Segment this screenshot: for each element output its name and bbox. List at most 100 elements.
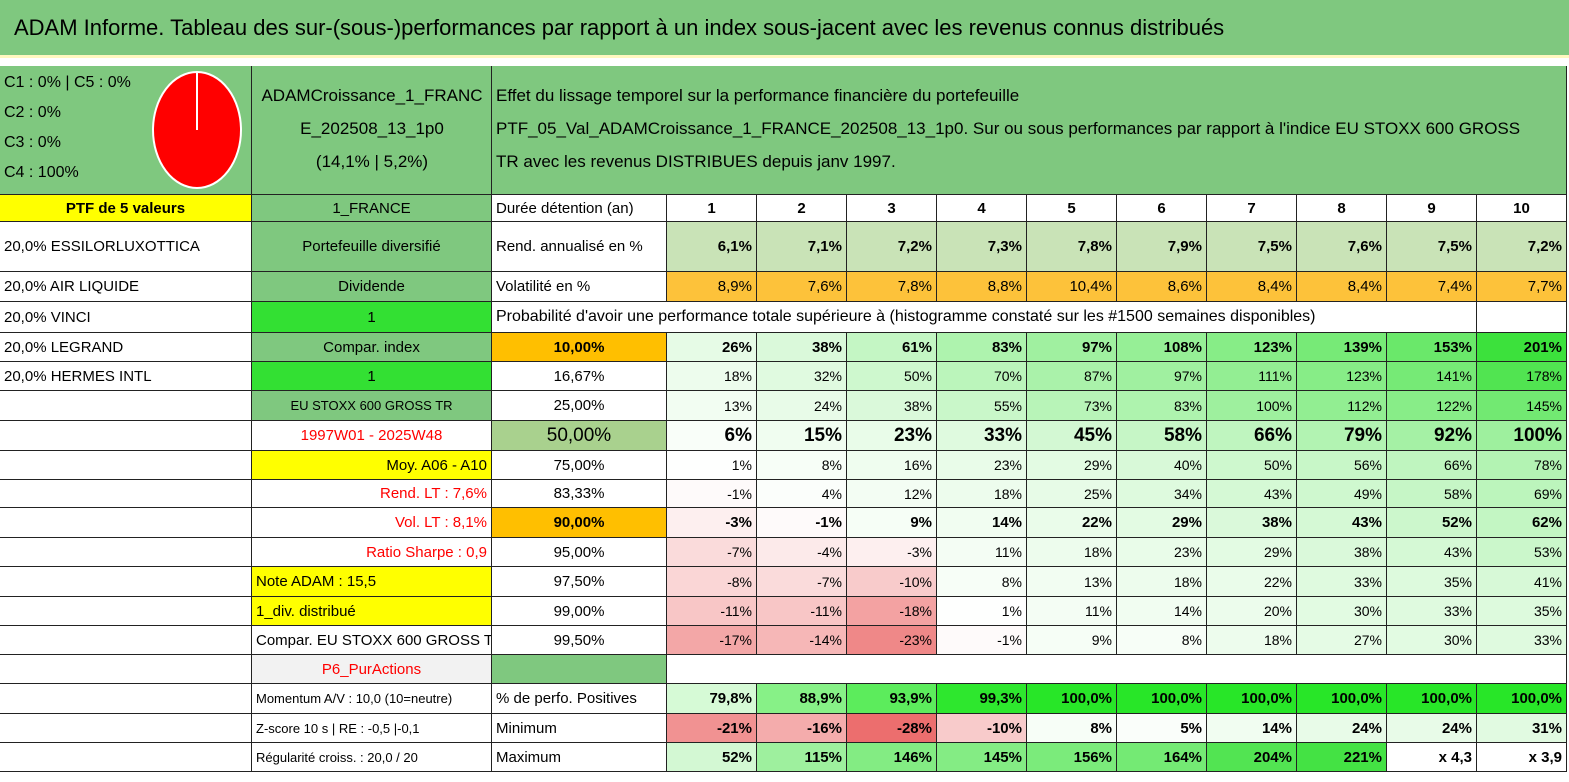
row-info: 1_FRANCE (252, 195, 492, 222)
column-header: 10 (1477, 195, 1567, 222)
value-cell: 29% (1207, 538, 1297, 567)
value-cell: 83% (937, 333, 1027, 362)
value-cell: 62% (1477, 508, 1567, 538)
value-cell: 33% (1477, 626, 1567, 655)
row-info: Note ADAM : 15,5 (252, 567, 492, 597)
value-cell: 29% (1027, 451, 1117, 480)
value-cell: 70% (937, 362, 1027, 391)
value-cell: 7,1% (757, 222, 847, 272)
legend-item: C2 : 0% (4, 104, 61, 121)
column-header: 2 (757, 195, 847, 222)
value-cell: 8% (937, 567, 1027, 597)
empty-cell (1477, 302, 1567, 333)
empty-cell (0, 538, 252, 567)
value-cell: 123% (1297, 362, 1387, 391)
value-cell: 33% (1297, 567, 1387, 597)
value-cell: -11% (757, 597, 847, 626)
value-cell: 22% (1207, 567, 1297, 597)
value-cell: 141% (1387, 362, 1477, 391)
value-cell: 38% (757, 333, 847, 362)
value-cell: 7,8% (847, 272, 937, 302)
value-cell: 221% (1297, 743, 1387, 772)
legend-item: C4 : 100% (4, 164, 79, 181)
row-header: 99,00% (492, 597, 667, 626)
value-cell: 50% (847, 362, 937, 391)
row-header: 83,33% (492, 480, 667, 508)
value-cell: 35% (1477, 597, 1567, 626)
empty-cell (0, 626, 252, 655)
value-cell: -1% (937, 626, 1027, 655)
row-info: Dividende (252, 272, 492, 302)
value-cell: 13% (667, 391, 757, 421)
value-cell: 25% (1027, 480, 1117, 508)
description-line: TR avec les revenus DISTRIBUES depuis ja… (496, 152, 896, 171)
row-header: Durée détention (an) (492, 195, 667, 222)
value-cell: 8,4% (1207, 272, 1297, 302)
value-cell: 87% (1027, 362, 1117, 391)
value-cell: 164% (1117, 743, 1207, 772)
row-label: 20,0% LEGRAND (0, 333, 252, 362)
row-header: 90,00% (492, 508, 667, 538)
value-cell: 7,6% (1297, 222, 1387, 272)
value-cell: 61% (847, 333, 937, 362)
value-cell: 30% (1387, 626, 1477, 655)
value-cell: 100% (1207, 391, 1297, 421)
legend-item: C1 : 0% | C5 : 0% (4, 74, 131, 91)
row-header: Maximum (492, 743, 667, 772)
value-cell: 100,0% (1297, 684, 1387, 714)
value-cell: 34% (1117, 480, 1207, 508)
row-header: 25,00% (492, 391, 667, 421)
value-cell: 111% (1207, 362, 1297, 391)
column-header: 7 (1207, 195, 1297, 222)
value-cell: 100,0% (1117, 684, 1207, 714)
value-cell: 204% (1207, 743, 1297, 772)
value-cell: 18% (667, 362, 757, 391)
value-cell: 66% (1207, 421, 1297, 451)
value-cell: 7,9% (1117, 222, 1207, 272)
value-cell: x 4,3 (1387, 743, 1477, 772)
row-info: Z-score 10 s | RE : -0,5 |-0,1 (252, 714, 492, 743)
portfolio-cell: ADAMCroissance_1_FRANC E_202508_13_1p0 (… (252, 66, 492, 195)
title-bar: ADAM Informe. Tableau des sur-(sous-)per… (0, 0, 1569, 58)
value-cell: 7,6% (757, 272, 847, 302)
value-cell: 7,3% (937, 222, 1027, 272)
value-cell: 99,3% (937, 684, 1027, 714)
value-cell: 97% (1117, 362, 1207, 391)
value-cell: -21% (667, 714, 757, 743)
column-header: 6 (1117, 195, 1207, 222)
value-cell: 153% (1387, 333, 1477, 362)
value-cell: 15% (757, 421, 847, 451)
value-cell: 27% (1297, 626, 1387, 655)
value-cell: 31% (1477, 714, 1567, 743)
value-cell: 201% (1477, 333, 1567, 362)
value-cell: -16% (757, 714, 847, 743)
row-info: 1997W01 - 2025W48 (252, 421, 492, 451)
row-header: % de perfo. Positives (492, 684, 667, 714)
value-cell: 146% (847, 743, 937, 772)
value-cell: 8,8% (937, 272, 1027, 302)
description-cell: Effet du lissage temporel sur la perform… (492, 66, 1567, 195)
value-cell: 26% (667, 333, 757, 362)
column-header: 8 (1297, 195, 1387, 222)
value-cell: 156% (1027, 743, 1117, 772)
value-cell: 38% (847, 391, 937, 421)
value-cell: 18% (1117, 567, 1207, 597)
value-cell: 43% (1207, 480, 1297, 508)
value-cell: 50% (1207, 451, 1297, 480)
row-header: Rend. annualisé en % (492, 222, 667, 272)
legend-item: C3 : 0% (4, 134, 61, 151)
value-cell: -7% (757, 567, 847, 597)
value-cell: 24% (757, 391, 847, 421)
value-cell: 97% (1027, 333, 1117, 362)
value-cell: 6,1% (667, 222, 757, 272)
empty-cell (0, 451, 252, 480)
value-cell: 100,0% (1477, 684, 1567, 714)
value-cell: -3% (667, 508, 757, 538)
value-cell: 4% (757, 480, 847, 508)
row-info: Ratio Sharpe : 0,9 (252, 538, 492, 567)
description-line: Effet du lissage temporel sur la perform… (496, 86, 1020, 105)
value-cell: 24% (1297, 714, 1387, 743)
portfolio-line: ADAMCroissance_1_FRANC (261, 86, 483, 105)
value-cell: 8% (757, 451, 847, 480)
